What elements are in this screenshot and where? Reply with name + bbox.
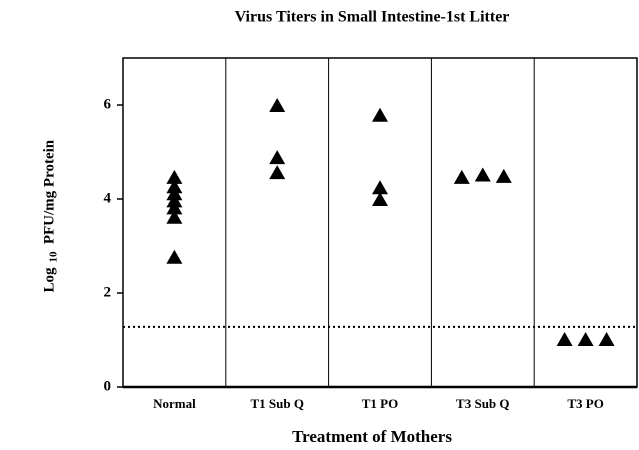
x-tick-label: T3 PO: [567, 396, 603, 411]
x-tick-label: T3 Sub Q: [456, 396, 509, 411]
point: [166, 209, 183, 224]
y-tick-label: 0: [104, 378, 112, 394]
y-label-part: Log: [41, 267, 57, 293]
point: [269, 165, 286, 180]
point: [577, 332, 594, 346]
y-tick-label: 2: [104, 284, 112, 300]
y-tick-label: 6: [104, 96, 112, 112]
point: [269, 150, 286, 165]
point: [372, 107, 388, 122]
chart-title: Virus Titers in Small Intestine-1st Litt…: [235, 9, 510, 26]
y-axis-label: Log 10 PFU/mg Protein: [41, 139, 59, 292]
point: [269, 97, 286, 112]
x-tick-label: Normal: [153, 396, 196, 411]
y-label-subscript: 10: [48, 251, 60, 263]
point: [598, 332, 615, 346]
point: [372, 191, 388, 206]
plot-frame: [122, 57, 638, 388]
y-tick-label: 4: [104, 190, 112, 206]
point: [166, 249, 183, 264]
point: [166, 179, 183, 194]
point: [556, 332, 573, 346]
point: [166, 193, 183, 208]
y-label-part: PFU/mg Protein: [41, 139, 57, 244]
point: [453, 169, 470, 184]
x-tick-label: T1 PO: [362, 396, 398, 411]
point: [166, 186, 183, 201]
x-axis-label: Treatment of Mothers: [292, 427, 452, 446]
point: [166, 169, 183, 184]
point: [166, 200, 183, 215]
x-tick-label: T1 Sub Q: [250, 396, 303, 411]
point: [474, 167, 491, 182]
point: [495, 168, 512, 183]
point: [372, 180, 388, 195]
